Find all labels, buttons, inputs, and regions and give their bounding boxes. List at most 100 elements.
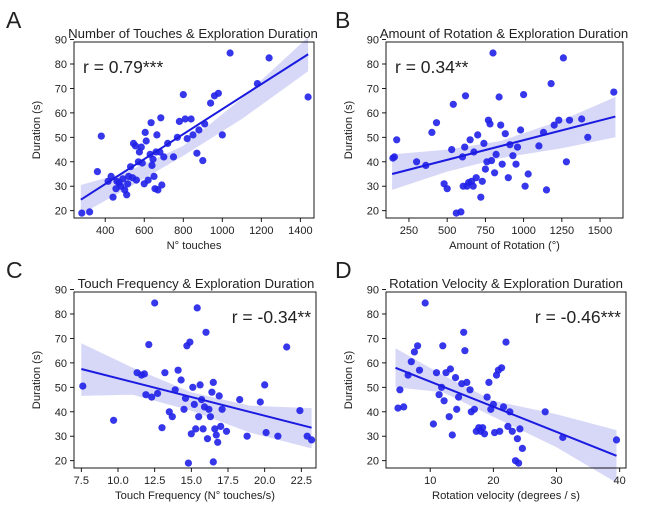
data-point — [147, 119, 155, 127]
data-point — [265, 54, 273, 62]
regression-line — [81, 368, 312, 429]
data-point — [153, 131, 161, 139]
x-tick-label: 1200 — [249, 225, 273, 237]
data-point — [211, 425, 219, 433]
x-tick-label: 7.5 — [74, 475, 89, 487]
data-point — [236, 396, 244, 404]
data-point — [93, 168, 101, 176]
plot-frame — [385, 291, 627, 469]
y-tick-label: 60 — [367, 108, 379, 120]
data-point — [410, 348, 418, 356]
data-point — [496, 427, 504, 435]
data-point — [154, 389, 162, 397]
data-point — [157, 114, 165, 122]
y-tick-label: 30 — [367, 181, 379, 193]
x-tick-label: 10.0 — [107, 475, 128, 487]
data-point — [584, 133, 592, 141]
data-point — [461, 347, 469, 355]
y-axis-label: Duration (s) — [31, 351, 43, 410]
y-tick-label: 40 — [367, 157, 379, 169]
data-point — [202, 328, 210, 336]
data-point — [440, 397, 448, 405]
data-point — [432, 119, 441, 127]
y-tick-label: 80 — [55, 59, 67, 71]
data-point — [612, 436, 621, 444]
data-point — [217, 422, 225, 430]
data-point — [168, 413, 176, 421]
data-point — [491, 169, 499, 177]
data-point — [137, 143, 145, 151]
data-point — [148, 393, 156, 401]
data-point — [518, 444, 527, 452]
data-point — [520, 91, 528, 99]
y-tick-label: 40 — [55, 407, 67, 419]
x-tick-label: 600 — [135, 225, 153, 237]
data-point — [196, 381, 204, 389]
data-point — [158, 181, 166, 189]
data-point — [463, 378, 471, 386]
chart-title: Touch Frequency & Exploration Duration — [78, 276, 315, 291]
confidence-band — [81, 343, 312, 449]
data-point — [142, 137, 150, 145]
data-point — [562, 158, 571, 166]
data-point — [140, 370, 148, 378]
regression-line — [80, 53, 309, 201]
data-point — [150, 172, 158, 180]
data-point — [448, 146, 456, 154]
data-point — [161, 369, 169, 377]
data-point — [110, 416, 118, 424]
y-tick-label: 50 — [55, 132, 67, 144]
data-point — [186, 338, 194, 346]
plot-frame — [73, 41, 315, 219]
data-point — [195, 126, 203, 134]
data-point — [470, 405, 478, 413]
data-point — [218, 405, 226, 413]
data-point — [175, 117, 183, 125]
data-point — [466, 136, 474, 144]
data-point — [215, 392, 223, 400]
x-tick-label: 400 — [96, 225, 114, 237]
data-point — [415, 366, 424, 374]
data-point — [214, 438, 222, 446]
panel-letter: C — [6, 257, 23, 283]
x-axis-label: Rotation velocity (degrees / s) — [432, 490, 580, 502]
data-point — [177, 376, 185, 384]
y-tick-label: 70 — [367, 333, 379, 345]
x-axis-label: Touch Frequency (N° touches/s) — [115, 490, 275, 502]
y-tick-label: 70 — [55, 333, 67, 345]
panel-a: A Number of Touches & Exploration Duratio… — [6, 7, 318, 252]
y-tick-label: 80 — [367, 309, 379, 321]
x-tick-label: 30 — [550, 475, 562, 487]
data-point — [492, 150, 500, 158]
y-tick-label: 80 — [55, 309, 67, 321]
y-tick-label: 60 — [367, 358, 379, 370]
data-point — [504, 174, 512, 182]
data-point — [123, 191, 131, 199]
y-tick-label: 50 — [367, 132, 379, 144]
data-point — [132, 176, 140, 184]
data-point — [205, 405, 213, 413]
data-point — [169, 153, 178, 161]
data-point — [390, 153, 398, 161]
data-point — [541, 408, 549, 416]
data-point — [209, 458, 217, 466]
data-point — [207, 99, 215, 107]
data-point — [174, 366, 182, 374]
x-tick-label: 750 — [476, 225, 494, 237]
regression-line — [391, 115, 616, 175]
x-tick-label: 15.0 — [181, 475, 202, 487]
data-point — [79, 382, 87, 390]
data-point — [142, 391, 150, 399]
y-tick-label: 80 — [367, 59, 379, 71]
correlation-annotation: r = 0.34** — [395, 57, 469, 77]
data-point — [119, 175, 127, 183]
x-tick-label: 40 — [614, 475, 626, 487]
data-point — [460, 328, 468, 336]
data-point — [501, 130, 509, 138]
panel-c: C Touch Frequency & Exploration Duration 7… — [6, 257, 317, 502]
data-point — [187, 115, 195, 123]
x-tick-label: 1500 — [588, 225, 612, 237]
data-point — [559, 54, 568, 62]
data-point — [262, 429, 270, 437]
